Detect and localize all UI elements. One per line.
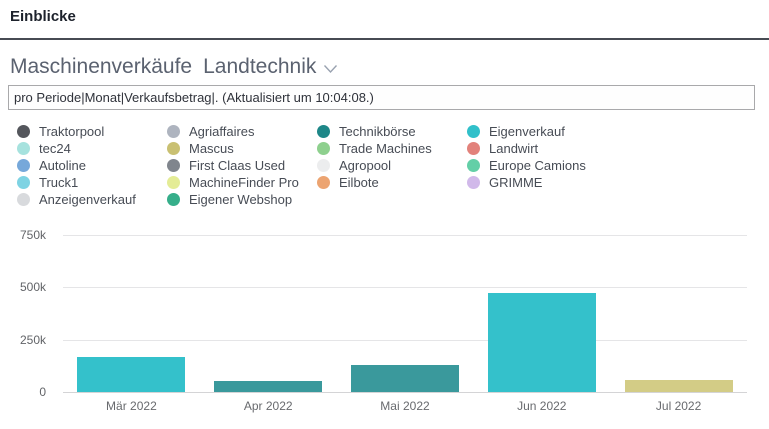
y-tick-label: 0 <box>39 385 46 399</box>
legend-dot-icon <box>467 159 480 172</box>
legend-item-label: Autoline <box>39 158 86 173</box>
legend-item[interactable]: Eigenverkauf <box>467 123 617 140</box>
header-divider <box>0 38 769 40</box>
report-title-sub: Landtechnik <box>203 55 317 78</box>
legend-item-label: Europe Camions <box>489 158 586 173</box>
legend-item[interactable]: Trade Machines <box>317 140 467 157</box>
legend-item[interactable]: tec24 <box>17 140 167 157</box>
chevron-down-icon[interactable] <box>323 61 338 74</box>
report-title-dropdown[interactable]: Maschinenverkäufe Landtechnik <box>10 53 338 81</box>
legend-item[interactable]: First Claas Used <box>167 157 317 174</box>
bar-3[interactable] <box>487 292 596 392</box>
page-title: Einblicke <box>10 8 76 25</box>
legend-item-label: Landwirt <box>489 141 539 156</box>
legend-dot-icon <box>17 159 30 172</box>
legend-item-label: Trade Machines <box>339 141 432 156</box>
legend-item-label: Traktorpool <box>39 124 105 139</box>
legend-item[interactable]: GRIMME <box>467 174 617 191</box>
legend-item[interactable]: Traktorpool <box>17 123 167 140</box>
legend-item[interactable]: Agropool <box>317 157 467 174</box>
report-title-main: Maschinenverkäufe <box>10 55 193 78</box>
legend-item[interactable]: Eilbote <box>317 174 467 191</box>
legend-item[interactable]: Anzeigenverkauf <box>17 191 167 208</box>
bar-0[interactable] <box>77 357 186 392</box>
legend-item[interactable]: Mascus <box>167 140 317 157</box>
legend-item-label: Eigenverkauf <box>489 124 565 139</box>
bar-1[interactable] <box>214 381 323 392</box>
legend-dot-icon <box>17 176 30 189</box>
x-tick-label: Mär 2022 <box>106 399 157 413</box>
legend-item[interactable]: Landwirt <box>467 140 617 157</box>
x-tick-label: Apr 2022 <box>243 399 293 413</box>
legend-item-label: GRIMME <box>489 175 543 190</box>
legend-column: Eigenverkauf Landwirt Europe Camions GRIMME <box>467 123 617 208</box>
legend-dot-icon <box>167 193 180 206</box>
legend-item[interactable]: Eigener Webshop <box>167 191 317 208</box>
legend-dot-icon <box>167 142 180 155</box>
legend-item-label: Agriaffaires <box>189 124 255 139</box>
legend-dot-icon <box>467 176 480 189</box>
legend-dot-icon <box>167 176 180 189</box>
y-tick-label: 250k <box>19 332 46 347</box>
x-tick-label: Mai 2022 <box>380 399 430 413</box>
y-tick-label: 500k <box>19 280 46 295</box>
legend-column: Traktorpool tec24 Autoline Truck1 Anzeigenve… <box>17 123 167 208</box>
legend-item-label: Eigener Webshop <box>189 192 293 207</box>
legend-item-label: tec24 <box>39 141 71 156</box>
x-tick-label: Jun 2022 <box>517 399 567 413</box>
legend-item-label: MachineFinder Pro <box>189 175 299 190</box>
y-tick-label: 750k <box>19 228 46 242</box>
legend-dot-icon <box>317 142 330 155</box>
legend-item[interactable]: Europe Camions <box>467 157 617 174</box>
legend-item-label: Technikbörse <box>339 124 416 139</box>
legend-dot-icon <box>317 125 330 138</box>
legend-dot-icon <box>17 142 30 155</box>
legend-item[interactable]: Technikbörse <box>317 123 467 140</box>
legend-item-label: Eilbote <box>339 175 379 190</box>
legend-column: Agriaffaires Mascus First Claas Used Machin… <box>167 123 317 208</box>
legend-dot-icon <box>17 193 30 206</box>
legend-dot-icon <box>317 159 330 172</box>
legend-dot-icon <box>167 125 180 138</box>
legend-item-label: Agropool <box>339 158 392 173</box>
legend-dot-icon <box>167 159 180 172</box>
gridline <box>63 339 747 341</box>
gridline <box>63 287 747 289</box>
bar-4[interactable] <box>624 380 733 392</box>
gridline <box>63 235 747 236</box>
legend-dot-icon <box>317 176 330 189</box>
legend-item[interactable]: Agriaffaires <box>167 123 317 140</box>
chart-legend: Traktorpool tec24 Autoline Truck1 Anzeigenve… <box>17 123 617 208</box>
legend-item[interactable]: MachineFinder Pro <box>167 174 317 191</box>
legend-item-label: Truck1 <box>39 175 79 190</box>
legend-dot-icon <box>17 125 30 138</box>
legend-item-label: First Claas Used <box>189 158 286 173</box>
x-axis-line <box>63 392 747 393</box>
x-tick-label: Jul 2022 <box>655 399 702 413</box>
query-input[interactable] <box>8 85 755 110</box>
legend-item-label: Mascus <box>189 141 234 156</box>
legend-column: Technikbörse Trade Machines Agropool Eilbot… <box>317 123 467 208</box>
bar-2[interactable] <box>351 365 459 392</box>
legend-dot-icon <box>467 125 480 138</box>
legend-item[interactable]: Autoline <box>17 157 167 174</box>
legend-item-label: Anzeigenverkauf <box>39 192 136 207</box>
legend-item[interactable]: Truck1 <box>17 174 167 191</box>
legend-dot-icon <box>467 142 480 155</box>
